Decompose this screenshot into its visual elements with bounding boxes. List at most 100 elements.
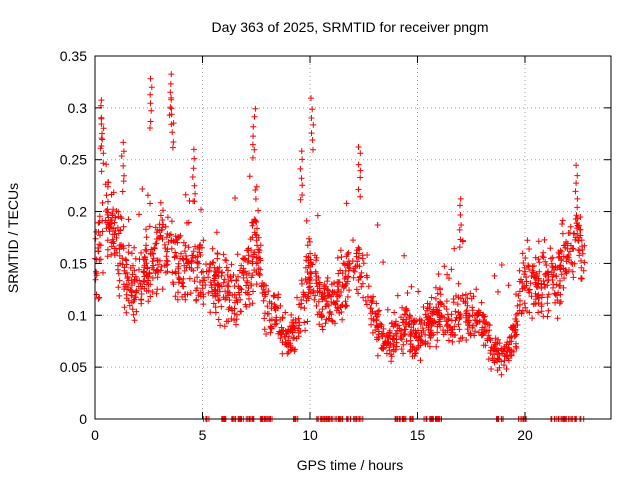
data-point bbox=[189, 254, 196, 261]
peak-point bbox=[250, 123, 257, 130]
data-point bbox=[478, 299, 485, 306]
data-point bbox=[531, 262, 537, 269]
data-point bbox=[238, 286, 245, 293]
data-point bbox=[215, 281, 222, 288]
data-point bbox=[579, 243, 585, 250]
data-point bbox=[344, 293, 351, 300]
data-point bbox=[245, 245, 252, 252]
data-point bbox=[193, 296, 200, 303]
data-point bbox=[255, 265, 262, 272]
chart-title: Day 363 of 2025, SRMTID for receiver png… bbox=[211, 19, 488, 35]
data-point bbox=[169, 269, 176, 276]
data-point bbox=[138, 291, 145, 297]
data-point bbox=[123, 295, 130, 302]
peak-point bbox=[147, 100, 154, 107]
data-point bbox=[463, 337, 470, 343]
x-tick-label: 0 bbox=[91, 427, 99, 443]
data-point bbox=[369, 308, 376, 315]
data-point bbox=[215, 273, 222, 280]
data-point bbox=[526, 289, 533, 296]
data-point bbox=[516, 267, 523, 274]
data-point bbox=[142, 254, 148, 261]
data-point bbox=[529, 263, 536, 270]
data-point bbox=[464, 326, 471, 333]
data-point bbox=[437, 291, 444, 298]
data-point bbox=[382, 339, 389, 345]
y-tick-label: 0.05 bbox=[60, 359, 87, 375]
data-point bbox=[291, 334, 298, 341]
data-point bbox=[498, 371, 505, 378]
data-point bbox=[355, 290, 362, 297]
data-point bbox=[455, 321, 462, 328]
data-point bbox=[398, 346, 405, 353]
data-point bbox=[526, 286, 533, 293]
peak-point bbox=[100, 160, 107, 167]
data-point bbox=[105, 214, 112, 221]
data-point bbox=[255, 207, 262, 214]
data-point bbox=[254, 254, 261, 261]
data-point bbox=[216, 296, 223, 303]
data-point bbox=[105, 198, 111, 205]
data-point bbox=[417, 321, 424, 328]
data-point bbox=[480, 342, 487, 349]
data-point bbox=[304, 242, 311, 249]
data-point bbox=[550, 284, 556, 291]
data-point bbox=[132, 288, 139, 295]
peak-point bbox=[167, 80, 174, 87]
data-point bbox=[104, 253, 111, 260]
data-point bbox=[226, 297, 233, 303]
data-point bbox=[545, 268, 551, 275]
data-point bbox=[130, 262, 136, 269]
data-point bbox=[355, 277, 362, 283]
data-point bbox=[411, 318, 418, 325]
data-point bbox=[136, 211, 142, 218]
data-point bbox=[570, 274, 577, 281]
data-point bbox=[539, 291, 546, 298]
data-point bbox=[234, 251, 241, 258]
data-point bbox=[377, 320, 384, 327]
peak-point bbox=[189, 174, 196, 180]
data-point bbox=[132, 273, 139, 280]
peak-point bbox=[574, 215, 581, 222]
peak-point bbox=[98, 143, 105, 149]
peak-point bbox=[308, 115, 315, 121]
data-point bbox=[115, 270, 122, 277]
data-point bbox=[525, 262, 532, 269]
data-point bbox=[576, 252, 583, 259]
data-point bbox=[131, 278, 138, 285]
data-point bbox=[323, 303, 330, 310]
peak-point bbox=[298, 175, 305, 182]
data-point bbox=[253, 281, 260, 288]
peak-point bbox=[120, 148, 127, 155]
data-point bbox=[440, 331, 447, 338]
data-point bbox=[338, 254, 345, 260]
peak-point bbox=[170, 120, 177, 127]
data-point bbox=[330, 289, 337, 296]
data-point bbox=[237, 267, 243, 274]
data-point bbox=[106, 228, 113, 235]
data-point bbox=[486, 327, 493, 334]
data-point bbox=[528, 293, 535, 300]
data-point bbox=[455, 309, 462, 316]
data-point bbox=[129, 306, 136, 313]
data-point bbox=[147, 200, 153, 207]
data-point bbox=[510, 348, 517, 355]
data-point bbox=[236, 291, 243, 298]
data-point bbox=[492, 335, 499, 342]
peak-point bbox=[456, 244, 463, 251]
data-point bbox=[233, 277, 240, 284]
y-tick-label: 0.3 bbox=[68, 100, 88, 116]
data-point bbox=[420, 327, 427, 334]
data-point bbox=[150, 266, 157, 273]
data-point bbox=[208, 282, 215, 289]
data-point bbox=[301, 305, 308, 312]
data-point bbox=[456, 315, 463, 322]
data-point bbox=[131, 267, 138, 274]
data-point bbox=[263, 331, 270, 337]
data-point bbox=[154, 274, 161, 281]
data-point bbox=[285, 349, 292, 355]
data-point bbox=[180, 239, 187, 246]
data-point bbox=[518, 276, 524, 283]
data-point bbox=[175, 289, 181, 296]
data-point bbox=[578, 257, 584, 264]
